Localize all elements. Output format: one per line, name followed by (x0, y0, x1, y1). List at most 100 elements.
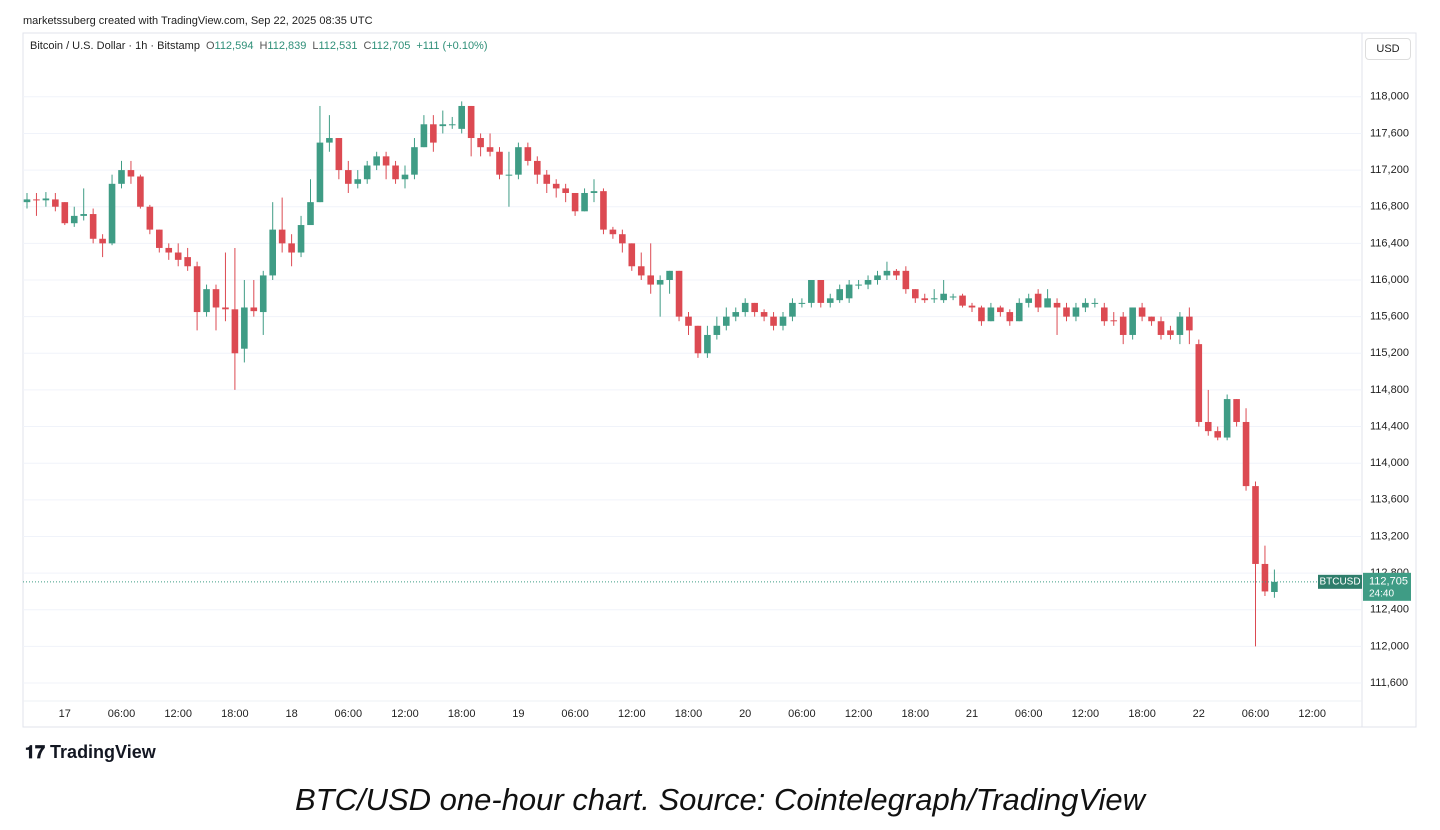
x-tick-label: 19 (512, 708, 524, 720)
candle-body (1214, 431, 1221, 438)
candle-body (193, 266, 201, 313)
candle-body (212, 289, 220, 308)
candle-body (448, 124, 456, 126)
y-tick-label: 116,000 (1370, 274, 1409, 286)
candle-body (534, 160, 541, 175)
readout-key: L (312, 40, 319, 52)
candle-body (628, 243, 636, 267)
x-tick-label: 17 (59, 708, 71, 720)
readout-key: O (205, 40, 215, 52)
currency-button[interactable]: USD (1365, 38, 1411, 60)
candle-body (808, 280, 815, 303)
candle-body (675, 270, 683, 317)
candle-body (146, 206, 154, 230)
candle-body (1271, 581, 1278, 592)
candle-body (845, 284, 853, 299)
candle-body (694, 325, 702, 354)
candle-body (893, 270, 900, 276)
y-tick-label: 116,400 (1370, 237, 1409, 249)
candle-body (741, 302, 749, 313)
candle-body (883, 270, 891, 276)
candle-body (52, 199, 59, 207)
candle-body (184, 257, 191, 267)
y-tick-label: 117,600 (1370, 127, 1409, 139)
candle-body (723, 316, 730, 326)
y-tick-label: 117,200 (1370, 164, 1409, 176)
x-tick-label: 06:00 (335, 708, 363, 720)
candle-body (127, 170, 135, 177)
candle-body (156, 229, 163, 248)
candle-body (70, 215, 78, 224)
candle-body (222, 307, 229, 310)
candle-body (666, 270, 673, 281)
x-tick-label: 12:00 (1072, 708, 1100, 720)
candle-body (335, 138, 343, 171)
readout-value: 112,705 (371, 40, 411, 52)
y-tick-label: 113,600 (1370, 494, 1409, 506)
chart-frame (22, 32, 1417, 728)
candle-body (779, 316, 787, 326)
candle-body (297, 225, 305, 253)
candle-body (1091, 302, 1099, 304)
candle-body (174, 252, 182, 260)
readout-value: 112,839 (267, 40, 307, 52)
candle-body (1204, 421, 1212, 432)
candle-body (921, 298, 929, 301)
candle-body (1176, 316, 1184, 335)
candle-body (874, 275, 881, 281)
x-tick-label: 12:00 (618, 708, 646, 720)
candle-body (118, 170, 125, 184)
candle-body (363, 165, 371, 180)
candle-body (401, 174, 409, 180)
candle-body (430, 124, 437, 143)
candle-body (817, 280, 825, 303)
candle-body (855, 284, 862, 286)
candle-body (1252, 486, 1259, 564)
symbol: Bitcoin / U.S. Dollar · 1h · Bitstamp (30, 40, 200, 52)
readout-key: H (259, 40, 268, 52)
candle-body (1082, 302, 1089, 308)
candle-body (978, 307, 985, 322)
x-tick-label: 18:00 (221, 708, 249, 720)
x-tick-label: 06:00 (788, 708, 816, 720)
candle-body (486, 147, 494, 152)
candle-body (505, 174, 513, 176)
candle-body (997, 307, 1004, 313)
candle-body (269, 229, 276, 276)
candle-body (203, 289, 210, 313)
candle-body (571, 192, 579, 212)
candle-body (411, 147, 418, 175)
candle-body (940, 293, 947, 301)
x-tick-label: 18 (285, 708, 297, 720)
x-tick-label: 12:00 (164, 708, 192, 720)
candle-body (1186, 316, 1193, 331)
candle-body (713, 325, 721, 335)
x-tick-label: 18:00 (902, 708, 930, 720)
x-tick-label: 18:00 (448, 708, 476, 720)
candle-body (288, 243, 295, 253)
x-tick-label: 18:00 (1128, 708, 1156, 720)
candle-body (959, 295, 966, 306)
y-tick-label: 115,200 (1370, 347, 1409, 359)
candle-body (467, 105, 475, 139)
x-tick-label: 06:00 (1242, 708, 1270, 720)
candle-body (1015, 302, 1023, 322)
candle-body (760, 312, 768, 317)
candle-body (496, 151, 503, 175)
readout-key: C (363, 40, 372, 52)
candle-body (987, 307, 995, 322)
candle-body (1242, 421, 1250, 487)
candle-body (1053, 302, 1061, 308)
candle-body (552, 183, 560, 189)
y-tick-label: 111,600 (1370, 677, 1408, 689)
candle-body (1063, 307, 1070, 317)
candle-body (250, 307, 258, 312)
x-tick-label: 06:00 (108, 708, 136, 720)
candle-body (647, 275, 654, 285)
candle-body (165, 247, 173, 253)
candle-body (1195, 344, 1203, 422)
y-tick-label: 113,200 (1370, 530, 1409, 542)
candle-body (1025, 298, 1032, 303)
y-tick-label: 112,400 (1370, 604, 1409, 616)
